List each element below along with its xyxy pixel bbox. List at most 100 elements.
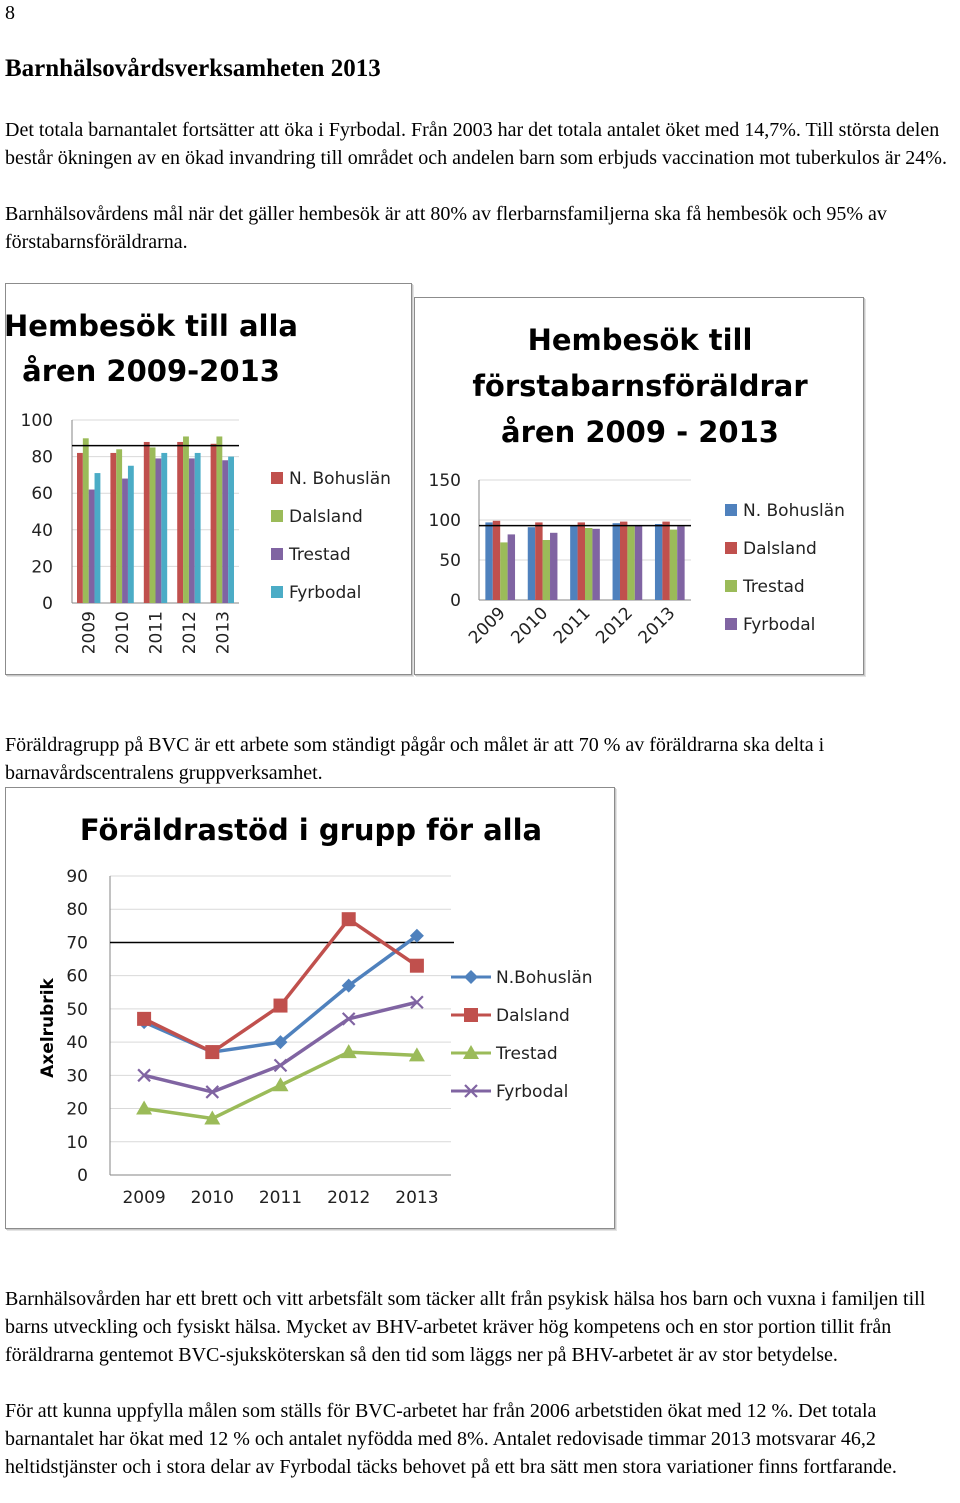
chart-title: Föräldrastöd i grupp för alla [80, 813, 542, 847]
y-tick-label: 60 [31, 484, 53, 504]
legend-label: Trestad [742, 577, 805, 597]
chart-home-visits-all: Hembesök till alla åren 2009-2013 0 20 40 6… [5, 283, 412, 675]
legend-label: N.Bohuslän [496, 968, 593, 988]
x-tick-label: 2010 [507, 603, 552, 648]
bar [116, 449, 123, 603]
bar [612, 523, 620, 600]
bar [527, 527, 536, 600]
x-tick-label: 2011 [147, 611, 167, 654]
bar [88, 489, 95, 603]
bar [669, 529, 678, 600]
bar [216, 436, 223, 603]
bar [592, 528, 600, 600]
x-tick-label: 2013 [213, 611, 233, 654]
bar [183, 436, 189, 603]
data-point [409, 928, 424, 943]
y-tick-label: 40 [31, 521, 53, 541]
data-point [273, 998, 288, 1013]
x-tick-label: 2009 [465, 603, 510, 648]
x-tick-label: 2013 [635, 603, 680, 648]
group-paragraph: Föräldragrupp på BVC är ett arbete som s… [5, 734, 825, 784]
bar [77, 452, 83, 603]
chart-title-line: Hembesök till [528, 323, 753, 357]
bar [155, 458, 162, 603]
x-tick-label: 2009 [80, 611, 100, 654]
legend-swatch [271, 548, 283, 560]
bar [550, 532, 558, 600]
y-tick-label: 70 [66, 933, 88, 953]
bar [143, 441, 150, 603]
bar [110, 452, 117, 603]
legend-label: Trestad [495, 1044, 558, 1064]
bar [228, 456, 234, 603]
y-tick-label: 80 [66, 900, 88, 920]
bar [662, 521, 670, 600]
data-point [137, 1068, 151, 1083]
data-point [464, 1008, 478, 1022]
bar [194, 452, 201, 603]
x-tick-label: 2012 [327, 1188, 370, 1208]
y-tick-label: 60 [66, 967, 88, 987]
bar [177, 441, 184, 603]
x-tick-label: 2012 [592, 603, 637, 648]
data-point [341, 978, 356, 993]
y-tick-label: 20 [66, 1100, 88, 1120]
legend-label: Dalsland [496, 1006, 570, 1026]
series-line [143, 934, 418, 1054]
legend-label: Dalsland [289, 507, 363, 527]
series-line [143, 917, 418, 1054]
y-tick-label: 20 [31, 557, 53, 577]
data-point [340, 1044, 357, 1059]
x-tick-label: 2010 [113, 611, 133, 654]
legend-swatch [725, 580, 737, 592]
page-heading: Barnhälsovårdsverksamheten 2013 [5, 55, 381, 82]
bar [654, 524, 663, 600]
bar [627, 526, 635, 600]
chart-title-line: Hembesök till alla [6, 309, 298, 343]
legend-label: N. Bohuslän [289, 469, 391, 489]
legend-swatch [725, 504, 737, 516]
legend-swatch [271, 510, 283, 522]
data-point [409, 958, 424, 973]
data-point [273, 1058, 288, 1073]
y-tick-label: 10 [66, 1133, 88, 1153]
bar [122, 478, 128, 603]
y-tick-label: 50 [66, 1000, 88, 1020]
bar [585, 528, 593, 600]
bar [161, 452, 168, 603]
bar [149, 447, 156, 603]
legend-label: Trestad [288, 545, 351, 565]
bar [677, 526, 685, 600]
y-tick-label: 40 [66, 1033, 88, 1053]
data-point [273, 1035, 288, 1050]
data-point [463, 1045, 479, 1059]
bar [492, 520, 501, 600]
data-point [136, 1100, 153, 1115]
y-tick-label: 90 [66, 867, 88, 887]
x-tick-label: 2013 [395, 1188, 438, 1208]
bar [127, 465, 134, 603]
bar [577, 522, 585, 600]
chart-title-line: åren 2009 - 2013 [501, 415, 779, 449]
bar [619, 521, 628, 600]
y-tick-label: 100 [429, 511, 461, 531]
bar [82, 438, 89, 603]
legend-swatch [271, 586, 283, 598]
legend-label: Fyrbodal [289, 583, 361, 603]
data-point [204, 1110, 221, 1125]
y-tick-label: 80 [31, 448, 53, 468]
y-tick-label: 150 [429, 471, 461, 491]
data-point [272, 1077, 289, 1092]
data-point [464, 970, 478, 984]
bar [570, 525, 578, 600]
data-point [205, 1085, 220, 1099]
chart-parent-group-support: Föräldrastöd i grupp för alla Axelrubrik… [5, 787, 615, 1229]
chart-home-visits-first-time-parents: Hembesök till förstabarnsföräldrar åren … [414, 297, 864, 675]
data-point [137, 1011, 152, 1026]
data-point [410, 995, 424, 1010]
bar [500, 542, 508, 600]
y-tick-label: 100 [21, 411, 53, 431]
bar [535, 522, 543, 600]
legend-label: Dalsland [743, 539, 817, 559]
bar [634, 525, 643, 600]
